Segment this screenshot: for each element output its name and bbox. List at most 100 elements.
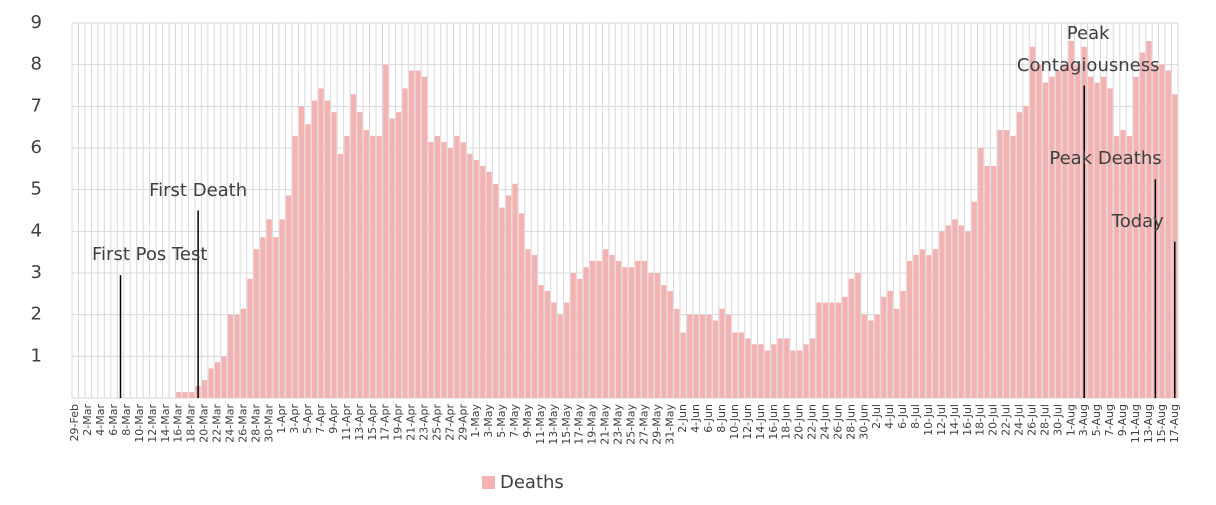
x-tick-label: 24-Jun bbox=[819, 404, 832, 440]
x-tick-label: 29-May bbox=[650, 404, 663, 445]
bar bbox=[596, 260, 602, 398]
bar bbox=[337, 153, 344, 398]
bar bbox=[661, 285, 667, 398]
bar bbox=[1107, 88, 1113, 399]
bar bbox=[628, 267, 635, 398]
bar bbox=[654, 273, 660, 398]
x-tick-label: 24-Jul bbox=[1013, 404, 1026, 436]
x-tick-label: 19-May bbox=[586, 404, 599, 445]
bar bbox=[227, 314, 234, 398]
x-tick-label: 16-Mar bbox=[172, 404, 185, 443]
bar bbox=[525, 249, 531, 398]
x-tick-label: 10-Jul bbox=[922, 404, 935, 436]
y-tick-label: 4 bbox=[31, 220, 42, 241]
bar bbox=[725, 314, 732, 398]
bar bbox=[822, 302, 829, 398]
x-tick-label: 1-May bbox=[469, 404, 482, 438]
bar bbox=[719, 308, 725, 398]
bar bbox=[428, 142, 434, 398]
bar bbox=[693, 314, 699, 398]
x-tick-label: 2-Mar bbox=[81, 404, 94, 436]
x-tick-label: 11-May bbox=[534, 404, 547, 445]
bar bbox=[240, 308, 246, 398]
bar bbox=[913, 255, 919, 398]
bar bbox=[1062, 64, 1068, 399]
bar bbox=[835, 302, 842, 398]
bar bbox=[919, 249, 926, 398]
bar bbox=[952, 219, 958, 398]
bar bbox=[945, 225, 951, 398]
bar bbox=[305, 124, 311, 398]
x-tick-label: 20-Jun bbox=[793, 404, 806, 440]
bar bbox=[350, 94, 356, 398]
bar bbox=[467, 153, 473, 398]
bar bbox=[434, 135, 441, 398]
bar bbox=[751, 344, 757, 398]
x-tick-label: 13-Apr bbox=[353, 404, 366, 441]
bar bbox=[531, 255, 538, 398]
bar bbox=[460, 142, 466, 398]
x-tick-label: 22-Jun bbox=[806, 404, 819, 440]
bar bbox=[894, 308, 900, 398]
bar bbox=[906, 260, 913, 398]
x-tick-label: 31-May bbox=[663, 404, 676, 445]
bar bbox=[518, 213, 525, 398]
x-tick-label: 18-Jul bbox=[974, 404, 987, 436]
bar bbox=[189, 392, 195, 398]
x-tick-label: 25-May bbox=[624, 404, 637, 445]
x-tick-label: 11-Aug bbox=[1129, 404, 1142, 443]
bar bbox=[1004, 130, 1010, 399]
y-tick-label: 7 bbox=[31, 95, 42, 116]
annotation-label: First Death bbox=[149, 179, 248, 201]
bar bbox=[881, 296, 887, 398]
bar bbox=[266, 219, 272, 398]
bar bbox=[790, 350, 796, 398]
y-tick-label: 3 bbox=[31, 262, 42, 283]
bar bbox=[958, 225, 964, 398]
bar bbox=[1049, 76, 1055, 398]
x-tick-label: 17-May bbox=[573, 404, 586, 445]
bar bbox=[1055, 70, 1061, 398]
bar bbox=[687, 314, 693, 398]
bar bbox=[486, 171, 492, 398]
bar bbox=[441, 142, 447, 398]
bar bbox=[809, 338, 816, 398]
y-tick-label: 8 bbox=[31, 54, 42, 75]
x-tick-label: 28-Mar bbox=[249, 404, 262, 443]
bar bbox=[583, 267, 589, 398]
x-tick-label: 8-Jul bbox=[909, 404, 922, 429]
bar bbox=[1146, 40, 1152, 399]
x-tick-label: 14-Mar bbox=[159, 404, 172, 443]
bar bbox=[784, 338, 790, 398]
x-tick-label: 5-Aug bbox=[1090, 404, 1103, 436]
bar bbox=[874, 314, 880, 398]
bar bbox=[738, 332, 745, 398]
bar bbox=[421, 76, 428, 398]
x-tick-label: 16-Jul bbox=[961, 404, 974, 436]
bar bbox=[344, 135, 350, 398]
legend-label: Deaths bbox=[500, 472, 564, 493]
bar bbox=[855, 273, 861, 398]
bar bbox=[318, 88, 324, 399]
bar bbox=[538, 285, 544, 398]
bar bbox=[221, 356, 227, 398]
x-tick-label: 25-Apr bbox=[430, 404, 443, 441]
x-tick-label: 2-Jul bbox=[870, 404, 883, 429]
bar bbox=[622, 267, 628, 398]
bar bbox=[512, 183, 518, 398]
x-tick-label: 12-Jul bbox=[935, 404, 948, 436]
x-tick-label: 24-Mar bbox=[223, 404, 236, 443]
x-tick-label: 3-May bbox=[482, 404, 495, 438]
x-tick-label: 4-Mar bbox=[94, 404, 107, 436]
bar bbox=[861, 314, 867, 398]
x-tick-label: 9-May bbox=[521, 404, 534, 438]
x-tick-label: 11-Apr bbox=[340, 404, 353, 441]
bar bbox=[732, 332, 738, 398]
x-tick-label: 2-Jun bbox=[676, 404, 689, 433]
bar bbox=[1075, 64, 1081, 399]
x-tick-label: 3-Aug bbox=[1077, 404, 1090, 436]
bar bbox=[590, 260, 596, 398]
bar bbox=[1036, 64, 1042, 399]
bar bbox=[939, 231, 945, 398]
